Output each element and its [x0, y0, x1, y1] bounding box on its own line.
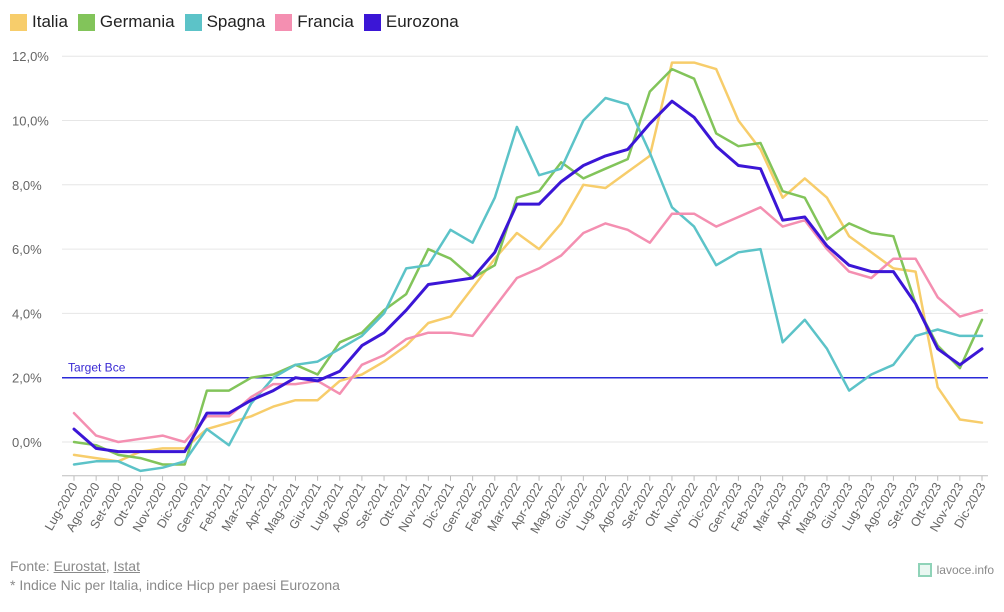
source-separator: , [105, 558, 114, 574]
legend-item-germania[interactable]: Germania [77, 12, 175, 32]
series-line-eurozona [72, 99, 984, 454]
legend-swatch [363, 13, 381, 31]
legend-label: Italia [32, 12, 68, 31]
source-link-eurostat[interactable]: Eurostat [53, 558, 106, 574]
series-line-germania [72, 67, 984, 466]
legend-label: Francia [297, 12, 354, 31]
y-tick-label: 12,0% [12, 49, 49, 64]
footer: Fonte: Eurostat, Istat * Indice Nic per … [10, 557, 340, 595]
legend-swatch [10, 13, 27, 31]
y-tick-label: 8,0% [12, 178, 42, 193]
footnote: * Indice Nic per Italia, indice Hicp per… [10, 577, 340, 593]
series-line-italia [72, 61, 984, 463]
legend-label: Eurozona [385, 12, 459, 31]
legend-swatch [275, 13, 293, 31]
series-line-spagna [72, 96, 984, 473]
brand-label: lavoce.info [936, 563, 994, 577]
legend-item-spagna[interactable]: Spagna [184, 12, 266, 32]
brand[interactable]: lavoce.info [917, 563, 994, 577]
target-label: Target Bce [68, 361, 126, 375]
source-line: Fonte: Eurostat, Istat [10, 557, 340, 576]
y-tick-label: 10,0% [12, 114, 49, 129]
y-tick-label: 2,0% [12, 371, 42, 386]
brand-logo-icon [917, 563, 932, 577]
y-tick-label: 0,0% [12, 435, 42, 450]
legend-label: Spagna [206, 12, 266, 31]
legend-swatch [77, 13, 95, 31]
y-tick-label: 4,0% [12, 306, 42, 321]
legend-item-italia[interactable]: Italia [10, 12, 68, 32]
y-tick-label: 6,0% [12, 242, 42, 257]
legend: Italia Germania Spagna Francia Eurozona [10, 12, 469, 32]
source-link-istat[interactable]: Istat [113, 558, 140, 574]
series-line-francia [72, 206, 984, 444]
legend-swatch [184, 13, 202, 31]
legend-label: Germania [99, 12, 175, 31]
legend-item-eurozona[interactable]: Eurozona [363, 12, 459, 32]
legend-item-francia[interactable]: Francia [275, 12, 354, 32]
source-prefix: Fonte: [10, 558, 54, 574]
